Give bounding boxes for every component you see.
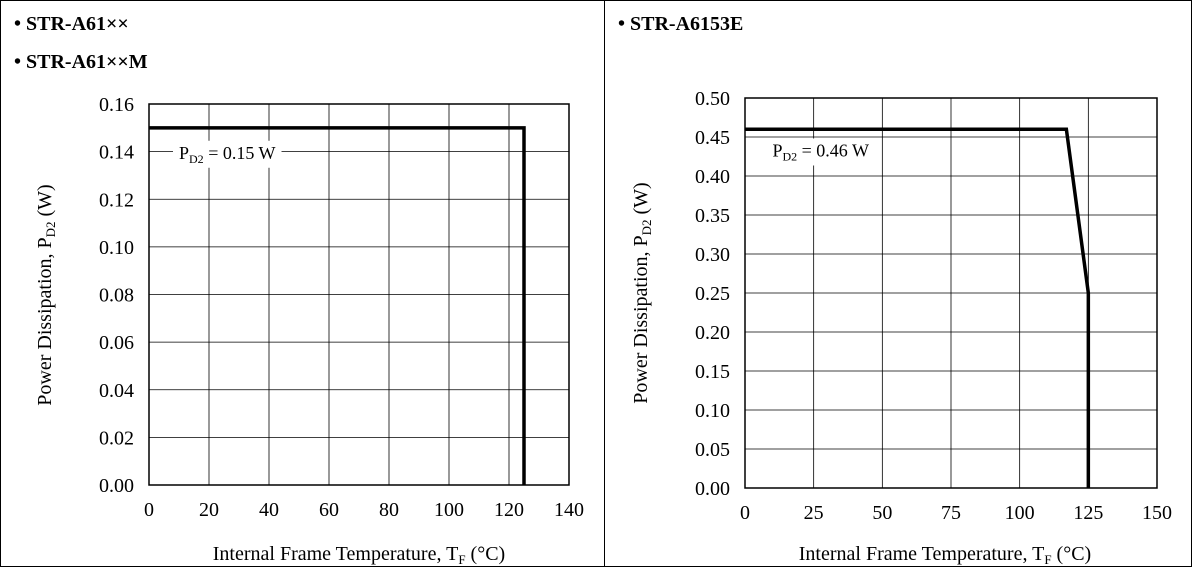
device-title-1: • STR-A61×× xyxy=(14,13,129,35)
y-tick-label: 0.06 xyxy=(99,332,134,354)
derating-curve xyxy=(149,126,526,485)
y-axis-label: Power Dissipation, PD2 (W) xyxy=(34,184,58,405)
annotation-background xyxy=(766,138,875,166)
y-tick-label: 0.14 xyxy=(99,142,134,164)
y-tick-label: 0.08 xyxy=(99,285,134,307)
x-tick-label: 125 xyxy=(1073,502,1103,524)
x-tick-label: 0 xyxy=(144,499,154,521)
x-tick-label: 50 xyxy=(872,502,892,524)
power-derating-chart-left: 0 20 40 60 80 100 120 140 0.00 0.02 0.04 0.06 0.08 0.… xyxy=(34,94,584,567)
x-tick-label: 150 xyxy=(1142,502,1172,524)
y-tick-label: 0.40 xyxy=(695,166,730,188)
device-title-2: • STR-A61××M xyxy=(14,51,148,73)
x-axis-label: Internal Frame Temperature, TF (°C) xyxy=(213,543,505,567)
y-tick-label: 0.30 xyxy=(695,244,730,266)
y-tick-label: 0.10 xyxy=(99,237,134,259)
y-tick-label: 0.50 xyxy=(695,88,730,110)
x-tick-label: 25 xyxy=(804,502,824,524)
x-tick-label: 140 xyxy=(554,499,584,521)
x-tick-label: 120 xyxy=(494,499,524,521)
x-tick-label: 20 xyxy=(199,499,219,521)
annotation-label: PD2 = 0.46 W xyxy=(772,141,869,164)
y-tick-label: 0.04 xyxy=(99,380,134,402)
x-tick-label: 60 xyxy=(319,499,339,521)
y-tick-label: 0.25 xyxy=(695,283,730,305)
device-title-3: • STR-A6153E xyxy=(618,13,744,35)
x-tick-label: 80 xyxy=(379,499,399,521)
y-tick-label: 0.35 xyxy=(695,205,730,227)
y-tick-label: 0.15 xyxy=(695,361,730,383)
chart-panel-left: • STR-A61×× • STR-A61××M 0 20 40 60 80 100 120… xyxy=(0,0,605,567)
x-tick-label: 0 xyxy=(740,502,750,524)
y-tick-label: 0.45 xyxy=(695,127,730,149)
plot-area-frame xyxy=(744,97,1158,489)
y-tick-label: 0.00 xyxy=(695,478,730,500)
y-tick-label: 0.10 xyxy=(695,400,730,422)
x-axis-label: Internal Frame Temperature, TF (°C) xyxy=(799,543,1091,567)
y-tick-label: 0.20 xyxy=(695,322,730,344)
y-axis-label: Power Dissipation, PD2 (W) xyxy=(630,182,654,403)
y-tick-label: 0.02 xyxy=(99,427,134,449)
annotation-background xyxy=(173,140,282,168)
annotation-label: PD2 = 0.15 W xyxy=(179,143,276,166)
x-tick-label: 100 xyxy=(434,499,464,521)
y-tick-label: 0.16 xyxy=(99,94,134,116)
derating-curve xyxy=(745,127,1091,488)
x-tick-label: 100 xyxy=(1005,502,1035,524)
chart-panel-right: • STR-A6153E 0 25 50 75 100 125 150 0.00 0.05 0.1… xyxy=(604,0,1192,567)
x-tick-label: 40 xyxy=(259,499,279,521)
plot-area-frame xyxy=(148,103,570,486)
y-tick-label: 0.05 xyxy=(695,439,730,461)
x-tick-label: 75 xyxy=(941,502,961,524)
power-derating-chart-right: 0 25 50 75 100 125 150 0.00 0.05 0.10 0.15 0.20 0.25… xyxy=(630,88,1172,567)
y-tick-label: 0.12 xyxy=(99,189,134,211)
y-tick-label: 0.00 xyxy=(99,475,134,497)
